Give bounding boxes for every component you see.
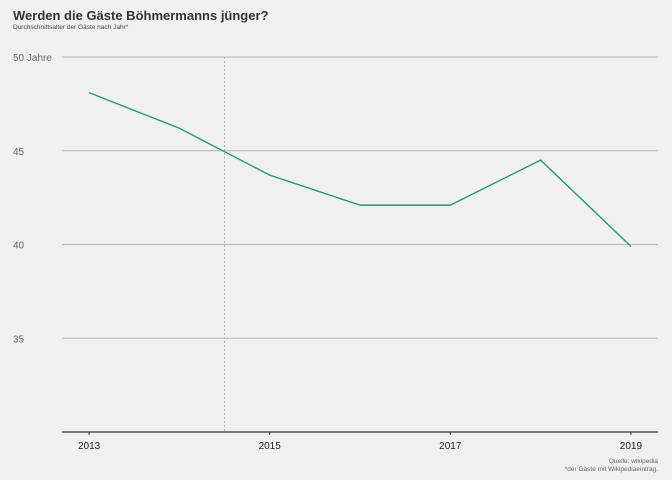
chart-title: Werden die Gäste Böhmermanns jünger? [13,8,269,23]
axis-layer: 35 40 45 50 Jahre 2013 2015 2017 2019 [13,53,658,452]
chart-subtitle: Durchschnittsalter der Gäste nach Jahr* [13,24,129,31]
y-tick-label: 35 [13,334,25,345]
footnote-line: *der Gäste mit Wikipediaeintrag. [564,466,658,473]
grid-layer [62,56,658,339]
series-line [88,91,632,247]
series-layer [88,91,632,247]
x-tick-label: 2019 [620,441,643,452]
x-tick-label: 2017 [439,441,462,452]
x-tick-label: 2013 [78,441,101,452]
y-tick-label: 50 Jahre [13,53,52,64]
source-line: Quelle: wikipedia [608,458,658,465]
x-tick-label: 2015 [259,441,282,452]
y-tick-label: 45 [13,147,25,158]
source-note: Quelle: wikipedia *der Gäste mit Wikiped… [565,458,658,474]
y-tick-label: 40 [13,241,25,252]
